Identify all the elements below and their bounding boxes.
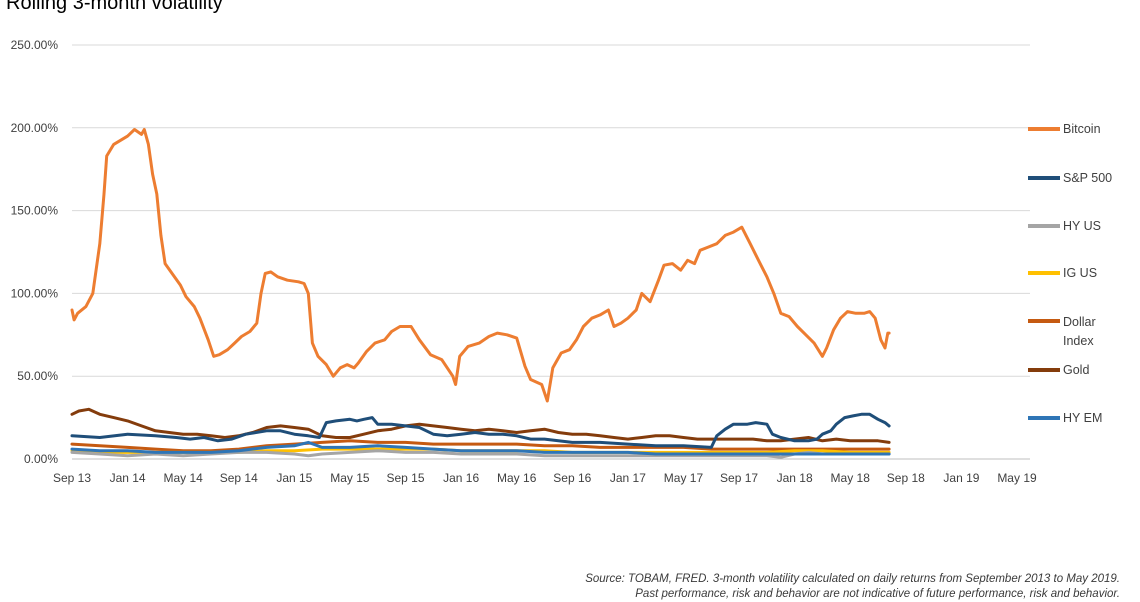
source-note-line-1: Source: TOBAM, FRED. 3-month volatility …	[585, 573, 1120, 585]
x-axis-ticks: Sep 13 Jan 14 May 14 Sep 14 Jan 15 May 15 Sep …	[53, 471, 1037, 485]
series-line-dollar-index	[70, 439, 891, 453]
series-lines	[70, 128, 891, 459]
y-tick-label: 100.00%	[11, 286, 59, 300]
y-tick-label: 0.00%	[24, 452, 58, 466]
legend-item-hy-em[interactable]: HY EM	[1028, 411, 1102, 425]
x-tick-label: May 16	[497, 471, 537, 485]
x-tick-label: May 18	[831, 471, 871, 485]
legend-label-dollar-index-line1: Dollar	[1063, 315, 1096, 329]
x-tick-label: Sep 16	[553, 471, 591, 485]
legend: Bitcoin S&P 500 HY US IG US Dollar Index…	[1028, 122, 1112, 425]
chart-title: Rolling 3-month volatility	[6, 0, 223, 14]
legend-label-ig-us: IG US	[1063, 266, 1097, 280]
legend-label-sp500: S&P 500	[1063, 171, 1112, 185]
x-tick-label: May 15	[330, 471, 370, 485]
source-note-line-2: Past performance, risk and behavior are …	[635, 588, 1120, 600]
x-tick-label: Jan 15	[276, 471, 312, 485]
legend-item-dollar-index[interactable]: Dollar Index	[1028, 315, 1096, 348]
legend-item-ig-us[interactable]: IG US	[1028, 266, 1097, 280]
x-tick-label: May 17	[664, 471, 704, 485]
x-tick-label: May 14	[163, 471, 203, 485]
x-tick-label: Sep 18	[887, 471, 925, 485]
x-tick-label: Jan 18	[777, 471, 813, 485]
x-tick-label: Jan 14	[110, 471, 146, 485]
series-line-hy-us	[70, 449, 891, 459]
y-tick-label: 150.00%	[11, 204, 59, 218]
legend-label-gold: Gold	[1063, 363, 1089, 377]
series-line-hy-em	[70, 440, 891, 456]
legend-item-bitcoin[interactable]: Bitcoin	[1028, 122, 1101, 136]
series-line-s-p-500	[70, 412, 891, 449]
y-axis-ticks: 0.00% 50.00% 100.00% 150.00% 200.00% 250.00%	[11, 38, 59, 466]
legend-label-dollar-index-line2: Index	[1063, 334, 1094, 348]
x-tick-label: Sep 15	[387, 471, 425, 485]
x-tick-label: Jan 19	[943, 471, 979, 485]
source-note: Source: TOBAM, FRED. 3-month volatility …	[400, 572, 1120, 602]
legend-item-sp500[interactable]: S&P 500	[1028, 171, 1112, 185]
y-tick-label: 250.00%	[11, 38, 59, 52]
y-tick-label: 200.00%	[11, 121, 59, 135]
series-line-gold	[70, 407, 891, 444]
legend-label-hy-us: HY US	[1063, 219, 1101, 233]
x-tick-label: Sep 13	[53, 471, 91, 485]
legend-item-hy-us[interactable]: HY US	[1028, 219, 1101, 233]
x-tick-label: Sep 14	[220, 471, 258, 485]
legend-label-bitcoin: Bitcoin	[1063, 122, 1101, 136]
x-tick-label: Jan 16	[443, 471, 479, 485]
gridlines	[72, 44, 1030, 460]
x-tick-label: May 19	[997, 471, 1037, 485]
series-line-bitcoin	[70, 128, 891, 403]
x-tick-label: Sep 17	[720, 471, 758, 485]
y-tick-label: 50.00%	[17, 369, 58, 383]
legend-item-gold[interactable]: Gold	[1028, 363, 1089, 377]
x-tick-label: Jan 17	[610, 471, 646, 485]
legend-label-hy-em: HY EM	[1063, 411, 1102, 425]
